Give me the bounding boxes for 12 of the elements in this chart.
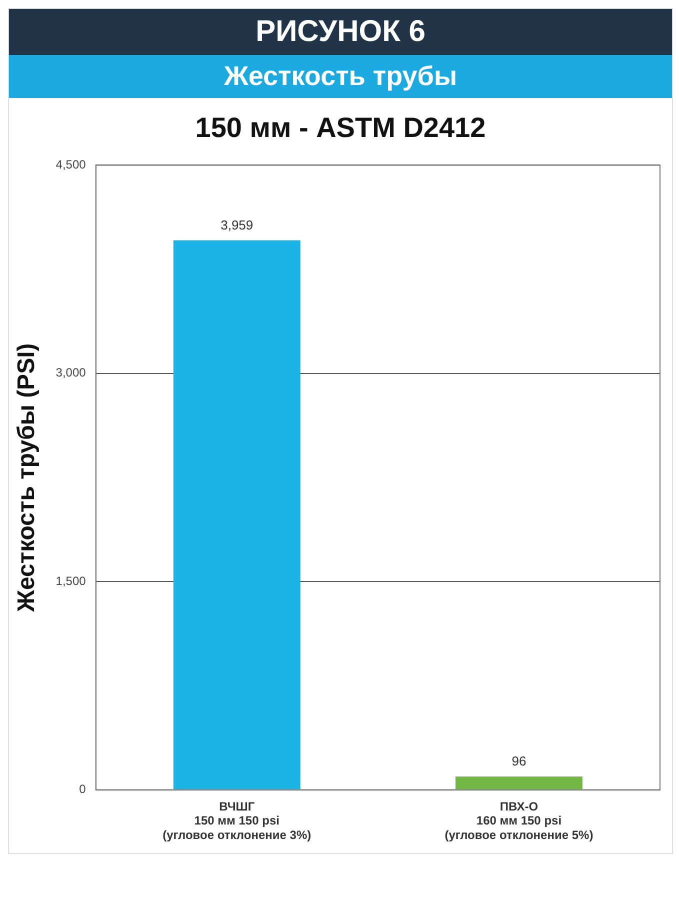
y-tick-label: 0: [79, 782, 86, 796]
y-tick-label: 1,500: [56, 574, 86, 588]
chart-title: РИСУНОК 6: [9, 9, 672, 55]
x-tick-label: ПВХ-О 160 мм 150 psi (угловое отклонение 5%): [444, 799, 594, 842]
x-tick-label: ВЧШГ 150 мм 150 psi (угловое отклонение 3%): [162, 799, 312, 842]
y-tick-label: 4,500: [56, 158, 86, 172]
data-label: 3,959: [220, 217, 254, 232]
text: 150 мм - ASTM D2412: [194, 111, 487, 145]
y-tick-label: 3,000: [56, 366, 86, 380]
chart-subtitle: Жесткость трубы: [9, 55, 672, 98]
data-label: 96: [512, 754, 526, 769]
y-axis-title: Жесткость трубы (PSI): [13, 343, 40, 613]
